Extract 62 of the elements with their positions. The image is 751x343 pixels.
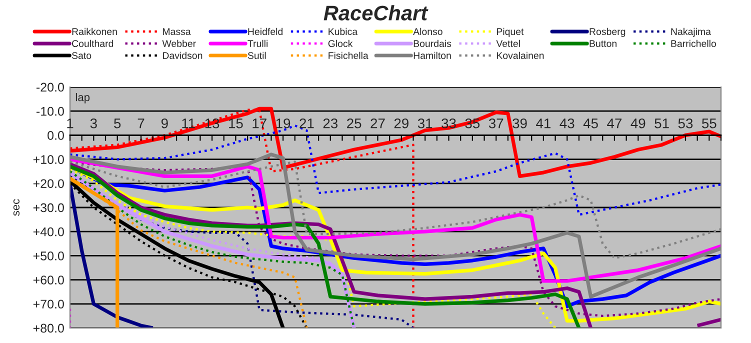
x-tick-label: 45 <box>583 118 598 128</box>
y-tick-label: -20.0 <box>36 82 64 92</box>
x-tick-label: 5 <box>114 118 121 128</box>
legend-label: Heidfeld <box>248 28 282 36</box>
x-tick-label: 39 <box>512 118 527 128</box>
legend-label: Fisichella <box>328 52 368 59</box>
legend-label: Button <box>590 40 616 48</box>
legend-label: Kovalainen <box>496 52 544 59</box>
x-tick-label: 53 <box>678 118 693 128</box>
legend-label: Raikkonen <box>72 28 117 36</box>
x-tick-label: 49 <box>630 118 646 128</box>
x-axis-title: lap <box>76 93 90 104</box>
y-tick-label: 0.0 <box>48 131 64 140</box>
y-axis-title: sec <box>13 199 20 216</box>
legend-label: Sutil <box>248 52 266 59</box>
x-tick-label: 55 <box>702 118 716 128</box>
x-tick-label: 41 <box>536 118 550 128</box>
x-tick-label: 29 <box>394 118 408 128</box>
x-tick-label: 37 <box>488 118 504 128</box>
x-tick-label: 9 <box>161 118 168 128</box>
y-tick-label: +60.0 <box>33 276 64 284</box>
x-tick-label: 47 <box>607 118 622 128</box>
x-tick-label: 51 <box>654 118 669 128</box>
x-tick-label: 23 <box>323 118 338 128</box>
x-tick-label: 11 <box>182 118 195 128</box>
y-tick-label: +40.0 <box>33 227 64 236</box>
legend-label: Alonso <box>413 28 442 36</box>
x-tick-label: 21 <box>300 118 314 128</box>
x-tick-label: 1 <box>67 118 74 128</box>
x-tick-label: 43 <box>560 118 574 128</box>
x-tick-label: 31 <box>418 118 432 128</box>
legend-label: Bourdais <box>414 40 452 48</box>
x-tick-label: 7 <box>138 118 144 128</box>
y-tick-label: +50.0 <box>33 252 64 260</box>
legend-label: Rosberg <box>590 28 626 37</box>
y-tick-label: +70.0 <box>33 300 64 309</box>
y-tick-label: +10.0 <box>33 155 64 164</box>
x-tick-label: 27 <box>370 118 385 128</box>
x-tick-label: 17 <box>252 118 266 128</box>
y-tick-label: +30.0 <box>33 203 64 212</box>
x-tick-label: 19 <box>276 118 290 128</box>
x-tick-label: 25 <box>347 118 362 128</box>
legend-label: Webber <box>162 40 196 48</box>
legend-label: Piquet <box>496 28 524 37</box>
y-tick-label: -10.0 <box>36 106 64 116</box>
x-tick-label: 3 <box>90 118 97 128</box>
legend-label: Sato <box>72 52 92 59</box>
y-tick-label: +80.0 <box>33 324 64 333</box>
legend-label: Massa <box>163 28 191 36</box>
legend-label: Trulli <box>248 40 268 48</box>
line-series <box>70 175 414 328</box>
legend-label: Davidson <box>163 52 202 59</box>
legend-label: Vettel <box>496 40 520 48</box>
legend-label: Coulthard <box>72 40 114 48</box>
legend-label: Glock <box>328 40 353 48</box>
legend-label: Kubica <box>328 28 358 36</box>
x-tick-label: 15 <box>229 118 243 128</box>
y-tick-label: +20.0 <box>33 179 64 188</box>
legend-label: Nakajima <box>671 28 711 37</box>
chart-title: RaceChart <box>324 5 428 20</box>
legend-label: Barrichello <box>671 40 716 48</box>
legend-label: Hamilton <box>414 52 451 59</box>
